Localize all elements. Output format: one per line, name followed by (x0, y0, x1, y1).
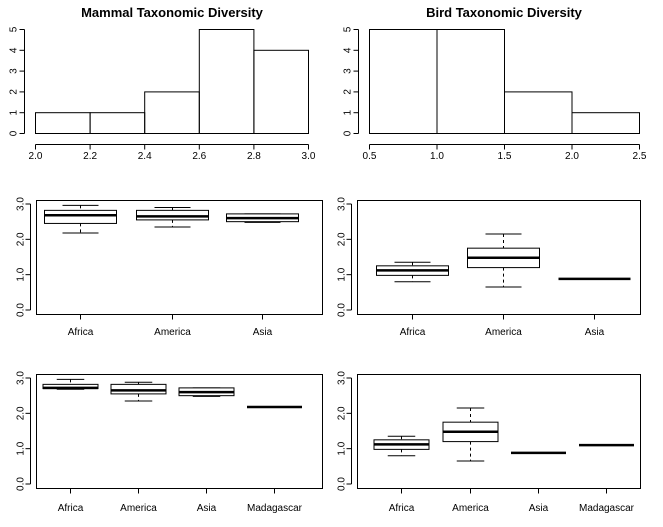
y-axis: 0.0 1.0 2.0 3.0 (16, 371, 31, 491)
boxplot-group (110, 381, 167, 402)
boxplot-group (442, 407, 499, 462)
boxplot-group (136, 207, 209, 228)
y-tick-label: 3.0 (337, 371, 348, 385)
y-tick-label: 5 (343, 26, 354, 32)
histogram-bar (253, 49, 309, 134)
y-tick-label: 4 (9, 47, 20, 53)
y-tick-label: 3 (9, 68, 20, 74)
chart-title: Mammal Taxonomic Diversity (81, 5, 264, 20)
y-tick-label: 1.0 (16, 267, 27, 281)
y-tick-label: 0 (343, 130, 354, 136)
x-tick-label: 1.0 (430, 151, 444, 162)
plot-frame (36, 374, 323, 489)
x-tick-label: 2.4 (138, 151, 152, 162)
plot-frame (357, 200, 641, 315)
category-label: Africa (389, 503, 415, 514)
y-tick-label: 0.0 (337, 303, 348, 317)
x-tick-label: 1.5 (498, 151, 512, 162)
y-tick-label: 5 (9, 26, 20, 32)
histogram-bar (89, 112, 146, 134)
category-label: Asia (585, 327, 605, 338)
panel-5: Africa America Asia Madagascar 0.0 1.0 2.0 3.0 (16, 371, 323, 514)
category-label: Africa (58, 503, 84, 514)
histogram-bar (198, 29, 255, 134)
category-label: Africa (68, 327, 94, 338)
category-label: Madagascar (247, 503, 303, 514)
category-label: Asia (529, 503, 549, 514)
y-axis: 0.0 1.0 2.0 3.0 (337, 197, 352, 317)
x-tick-label: 2.8 (247, 151, 261, 162)
y-tick-label: 1 (9, 109, 20, 115)
x-tick-label: 2.0 (29, 151, 43, 162)
boxplot-group (376, 261, 449, 283)
category-label: America (120, 503, 157, 514)
y-tick-label: 3.0 (337, 197, 348, 211)
y-tick-label: 3 (343, 68, 354, 74)
y-tick-label: 2 (9, 89, 20, 95)
category-label: Madagascar (579, 503, 635, 514)
x-tick-label: 2.6 (192, 151, 206, 162)
y-axis: 0.0 1.0 2.0 3.0 (16, 197, 31, 317)
histogram-bar (571, 112, 640, 134)
category-label: Asia (197, 503, 217, 514)
histogram-bar (504, 91, 573, 134)
panel-4: Africa America Asia 0.0 1.0 2.0 3.0 (337, 197, 641, 338)
y-tick-label: 2 (343, 89, 354, 95)
y-tick-label: 2.0 (16, 406, 27, 420)
histogram-bar (436, 29, 505, 134)
category-label: America (154, 327, 191, 338)
y-tick-label: 1.0 (337, 267, 348, 281)
x-axis: Africa America Asia Madagascar (389, 488, 635, 514)
boxplot-group (44, 204, 117, 234)
histogram-bar (35, 112, 91, 134)
y-tick-label: 0 (9, 130, 20, 136)
category-label: America (485, 327, 522, 338)
y-tick-label: 0.0 (16, 477, 27, 491)
category-label: Asia (253, 327, 273, 338)
boxplot-group (226, 213, 299, 223)
y-axis: 0.0 1.0 2.0 3.0 (337, 371, 352, 491)
y-tick-label: 1 (343, 109, 354, 115)
boxplot-group (178, 387, 235, 397)
box (44, 209, 117, 224)
x-axis: Africa America Asia Madagascar (58, 488, 303, 514)
category-label: America (452, 503, 489, 514)
x-axis: Africa America Asia (400, 314, 605, 338)
panel-3: Africa America Asia 0.0 1.0 2.0 3.0 (16, 197, 323, 338)
x-axis: Africa America Asia (68, 314, 273, 338)
x-tick-label: 0.5 (363, 151, 377, 162)
y-tick-label: 3.0 (16, 197, 27, 211)
y-tick-label: 2.0 (16, 232, 27, 246)
x-tick-label: 2.2 (83, 151, 97, 162)
boxplot-group (42, 378, 99, 390)
x-axis: 0.5 1.0 1.5 2.0 2.5 (363, 144, 647, 162)
x-tick-label: 2.5 (633, 151, 647, 162)
y-tick-label: 3.0 (16, 371, 27, 385)
plot-frame (36, 200, 323, 315)
y-tick-label: 0.0 (337, 477, 348, 491)
chart-title: Bird Taxonomic Diversity (426, 5, 583, 20)
panel-6: Africa America Asia Madagascar 0.0 1.0 2.0 3.0 (337, 371, 641, 514)
histogram-bar (144, 91, 200, 134)
x-tick-label: 3.0 (302, 151, 316, 162)
y-tick-label: 2.0 (337, 406, 348, 420)
boxplot-group (373, 435, 430, 457)
y-tick-label: 1.0 (16, 441, 27, 455)
y-tick-label: 0.0 (16, 303, 27, 317)
histogram-bar (369, 29, 438, 134)
y-tick-label: 2.0 (337, 232, 348, 246)
boxplot-group (467, 233, 540, 288)
y-axis: 0 1 2 3 4 5 (343, 26, 359, 136)
y-tick-label: 1.0 (337, 441, 348, 455)
y-tick-label: 4 (343, 47, 354, 53)
x-axis: 2.0 2.2 2.4 2.6 2.8 3.0 (29, 144, 316, 162)
plot-frame (357, 374, 641, 489)
y-axis: 0 1 2 3 4 5 (9, 26, 25, 136)
x-tick-label: 2.0 (565, 151, 579, 162)
category-label: Africa (400, 327, 426, 338)
